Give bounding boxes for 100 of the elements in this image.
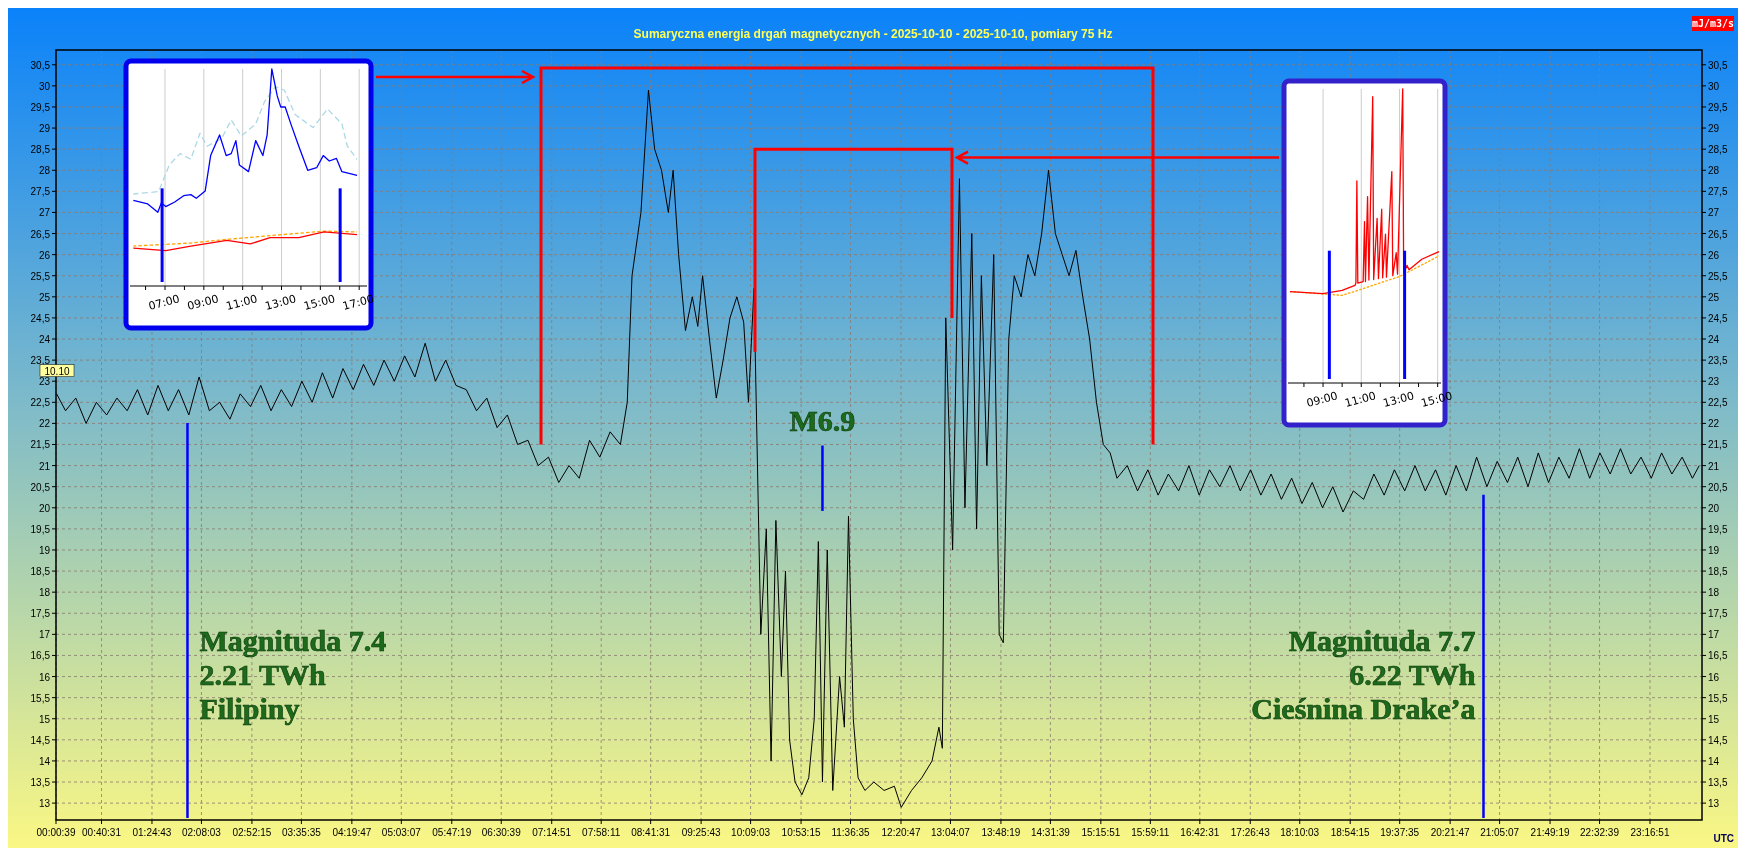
y2-tick-label: 25: [1708, 291, 1720, 303]
y-tick-label: 17: [38, 629, 51, 641]
y-tick-label: 26,5: [30, 228, 51, 240]
x-tick-label: 00:40:31: [82, 827, 122, 838]
x-tick-label: 23:16:51: [1630, 827, 1670, 838]
y-tick-label: 30: [38, 80, 51, 92]
y-tick-label: 18: [38, 587, 51, 599]
y-tick-label: 28: [38, 165, 51, 177]
y-tick-label: 26: [38, 249, 51, 261]
y-tick-label: 20: [38, 502, 51, 514]
y2-tick-label: 20,5: [1708, 481, 1728, 493]
y2-tick-label: 19: [1708, 544, 1720, 556]
y2-tick-label: 26,5: [1708, 228, 1728, 240]
y-tick-label: 22,5: [30, 397, 51, 409]
x-tick-label: 17:00: [341, 292, 376, 313]
x-tick-label: 09:00: [185, 292, 220, 313]
y-tick-label: 22: [38, 418, 51, 430]
y-tick-label: 27: [38, 207, 51, 219]
x-tick-label: 10:09:03: [731, 827, 771, 838]
y2-tick-label: 26: [1708, 249, 1720, 261]
y-tick-label: 18,5: [30, 566, 51, 578]
y-tick-label: 24: [38, 334, 51, 346]
y-tick-label: 24,5: [30, 312, 51, 324]
ref-line-label: Magnituda 7.7 6.22 TWh Cieśnina Drake’a: [1251, 624, 1476, 726]
y2-tick-label: 18: [1708, 587, 1720, 599]
y-tick-label: 15: [38, 713, 51, 725]
y-tick-label: 29,5: [30, 101, 51, 113]
y2-tick-label: 21: [1708, 460, 1720, 472]
x-tick-label: 11:00: [224, 292, 259, 313]
y2-tick-label: 25,5: [1708, 270, 1728, 282]
y-tick-label: 19: [38, 544, 51, 556]
y2-tick-label: 29: [1708, 123, 1720, 135]
x-tick-label: 13:00: [263, 292, 298, 313]
x-tick-label: 22:32:39: [1580, 827, 1620, 838]
x-tick-label: 13:48:19: [981, 827, 1021, 838]
chart-title: Sumaryczna energia drgań magnetycznych - 2025-10-10 - 2025-10-10, pomiary 75 Hz: [633, 27, 1113, 41]
x-tick-label: 07:58:11: [582, 827, 621, 838]
y-tick-label: 16: [38, 671, 51, 683]
y2-tick-label: 15,5: [1708, 692, 1728, 704]
x-tick-label: 15:15:51: [1081, 827, 1121, 838]
x-tick-label: 03:35:35: [281, 827, 322, 838]
y-tick-label: 29: [38, 123, 51, 135]
y-tick-label: 30,5: [30, 59, 51, 71]
x-tick-label: 12:20:47: [881, 827, 921, 838]
x-tick-label: 16:42:31: [1180, 827, 1220, 838]
y2-tick-label: 23,5: [1708, 355, 1728, 367]
y2-tick-label: 18,5: [1708, 566, 1728, 578]
y-tick-label: 19,5: [30, 523, 51, 535]
x-tick-label: 05:47:19: [432, 827, 472, 838]
x-tick-label: 15:59:11: [1131, 827, 1170, 838]
y-tick-label: 17,5: [30, 608, 51, 620]
x-tick-label: 07:00: [147, 292, 182, 313]
y2-tick-label: 16: [1708, 671, 1720, 683]
y-tick-label: 25,5: [30, 270, 51, 282]
x-tick-label: 07:14:51: [532, 827, 572, 838]
y-tick-label: 13: [38, 798, 51, 810]
x-tick-label: 11:36:35: [831, 827, 871, 838]
y-tick-label: 21,5: [30, 439, 51, 451]
y-tick-label: 16,5: [30, 650, 51, 662]
x-tick-label: 06:30:39: [481, 827, 522, 838]
y-tick-label: 25: [38, 291, 51, 303]
y2-tick-label: 24,5: [1708, 312, 1728, 324]
x-tick-label: 21:05:07: [1480, 827, 1520, 838]
x-tick-label: 05:03:07: [381, 827, 422, 838]
y-tick-label: 15,5: [30, 692, 51, 704]
annotation: 10.10: [44, 365, 70, 377]
x-tick-label: 02:52:15: [232, 827, 272, 838]
x-tick-label: 13:04:07: [930, 827, 971, 838]
y-tick-label: 23,5: [30, 355, 51, 367]
y-tick-label: 27,5: [30, 186, 51, 198]
x-tick-label: 02:08:03: [181, 827, 222, 838]
y2-tick-label: 13,5: [1708, 777, 1728, 789]
x-tick-label: 13:00: [1381, 389, 1416, 410]
y2-tick-label: 28: [1708, 165, 1720, 177]
ref-line-label: Magnituda 7.4 2.21 TWh Filipiny: [199, 624, 387, 726]
y2-tick-label: 14: [1708, 755, 1720, 767]
x-tick-label: 21:49:19: [1530, 827, 1570, 838]
text: UTC: [1713, 833, 1734, 844]
y2-tick-label: 14,5: [1708, 734, 1728, 746]
x-tick-label: 09:00: [1305, 389, 1340, 410]
y2-tick-label: 24: [1708, 334, 1720, 346]
x-tick-label: 10:53:15: [781, 827, 821, 838]
y2-tick-label: 22,5: [1708, 397, 1728, 409]
x-tick-label: 14:31:39: [1030, 827, 1071, 838]
x-tick-label: 20:21:47: [1430, 827, 1471, 838]
y2-tick-label: 27,5: [1708, 186, 1728, 198]
x-tick-label: 00:00:39: [36, 827, 76, 838]
y2-tick-label: 15: [1708, 713, 1720, 725]
y2-axis-title: mJ/m3/s: [1691, 18, 1735, 29]
x-tick-label: 17:26:43: [1230, 827, 1271, 838]
y-tick-label: 13,5: [30, 777, 51, 789]
y2-tick-label: 29,5: [1708, 101, 1728, 113]
x-tick-label: 09:25:43: [681, 827, 722, 838]
y2-tick-label: 27: [1708, 207, 1720, 219]
y-tick-label: 14,5: [30, 734, 51, 746]
x-tick-label: 18:10:03: [1280, 827, 1320, 838]
ref-line-label: M6.9: [789, 404, 856, 437]
x-tick-label: 18:54:15: [1330, 827, 1371, 838]
y2-tick-label: 13: [1708, 798, 1720, 810]
y2-tick-label: 30: [1708, 80, 1720, 92]
